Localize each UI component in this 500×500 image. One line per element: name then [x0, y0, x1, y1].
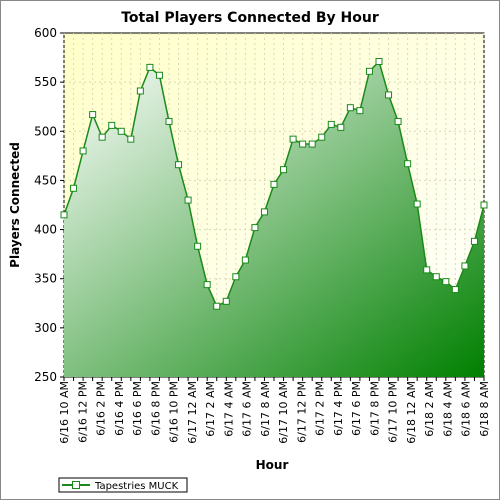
data-point [327, 120, 335, 128]
x-tick-label: 6/16 6 PM [131, 381, 144, 436]
x-tick-label: 6/17 10 PM [387, 381, 400, 443]
data-point [175, 161, 183, 169]
x-tick-label: 6/16 8 PM [149, 381, 162, 436]
data-point [194, 242, 202, 250]
data-point [442, 278, 450, 286]
x-tick-label: 6/17 6 PM [350, 381, 363, 436]
data-point [280, 166, 288, 174]
data-point [222, 297, 230, 305]
x-tick-label: 6/17 8 PM [368, 381, 381, 436]
data-point [308, 140, 316, 148]
data-point [337, 123, 345, 131]
y-tick-label: 300 [34, 321, 57, 335]
data-point [108, 121, 116, 129]
data-point [270, 180, 278, 188]
y-axis-label: Players Connected [8, 142, 22, 268]
data-point [346, 104, 354, 112]
data-point [203, 281, 211, 289]
y-tick-label: 450 [34, 173, 57, 187]
data-point [413, 200, 421, 208]
x-tick-label: 6/16 12 PM [76, 381, 89, 443]
data-point [184, 196, 192, 204]
data-point [98, 133, 106, 141]
x-tick-label: 6/18 6 AM [460, 381, 473, 437]
data-point [136, 87, 144, 95]
y-tick-label: 500 [34, 124, 57, 138]
data-point [232, 273, 240, 281]
x-tick-label: 6/17 10 AM [277, 381, 290, 444]
data-point [155, 71, 163, 79]
data-point [70, 184, 78, 192]
data-point [451, 286, 459, 294]
x-tick-label: 6/18 2 AM [423, 381, 436, 437]
data-point [480, 201, 488, 209]
x-tick-label: 6/16 10 AM [58, 381, 71, 444]
data-point [213, 302, 221, 310]
data-point [79, 147, 87, 155]
x-tick-label: 6/18 4 AM [441, 381, 454, 437]
area-layer [60, 58, 488, 377]
x-tick-label: 6/17 2 PM [314, 381, 327, 436]
legend: Tapestries MUCK [58, 477, 188, 493]
data-point [127, 135, 135, 143]
x-tick-label: 6/16 2 PM [95, 381, 108, 436]
data-point [89, 111, 97, 119]
data-point [394, 117, 402, 125]
data-point [385, 91, 393, 99]
data-point [251, 224, 259, 232]
data-point [165, 117, 173, 125]
data-point [117, 127, 125, 135]
data-point [356, 107, 364, 115]
data-point [241, 256, 249, 264]
x-axis-ticks: 6/16 10 AM 6/16 12 PM 6/16 2 PM 6/16 4 PM 6/… [58, 377, 491, 444]
x-tick-label: 6/17 4 AM [222, 381, 235, 437]
data-point [289, 135, 297, 143]
legend-box [58, 477, 188, 493]
data-point [404, 160, 412, 168]
y-axis-ticks: 250 300 350 400 450 500 550 600 [34, 26, 64, 384]
x-tick-label: 6/17 2 AM [204, 381, 217, 437]
data-point [260, 208, 268, 216]
x-tick-label: 6/17 12 AM [186, 381, 199, 444]
data-point [461, 262, 469, 270]
x-tick-label: 6/18 12 AM [405, 381, 418, 444]
x-tick-label: 6/17 12 PM [295, 381, 308, 443]
data-point [299, 140, 307, 148]
y-tick-label: 550 [34, 75, 57, 89]
x-tick-label: 6/17 6 AM [241, 381, 254, 437]
chart-title: Total Players Connected By Hour [121, 10, 379, 26]
data-point [365, 67, 373, 75]
series-area [64, 61, 484, 377]
x-tick-label: 6/16 10 PM [168, 381, 181, 443]
y-tick-label: 400 [34, 223, 57, 237]
data-point [423, 266, 431, 274]
x-tick-label: 6/17 8 AM [259, 381, 272, 437]
legend-marker-swatch [72, 481, 80, 489]
x-tick-label: 6/18 8 AM [478, 381, 491, 437]
data-point [470, 237, 478, 245]
data-point [60, 211, 68, 219]
data-point [318, 133, 326, 141]
y-tick-label: 250 [34, 370, 57, 384]
x-tick-label: 6/17 4 PM [332, 381, 345, 436]
data-point [146, 63, 154, 71]
y-tick-label: 350 [34, 272, 57, 286]
legend-entry-label: Tapestries MUCK [94, 481, 179, 492]
x-axis-label: Hour [256, 458, 289, 472]
y-tick-label: 600 [34, 26, 57, 40]
x-tick-label: 6/16 4 PM [113, 381, 126, 436]
data-point [432, 273, 440, 281]
data-point [375, 58, 383, 65]
